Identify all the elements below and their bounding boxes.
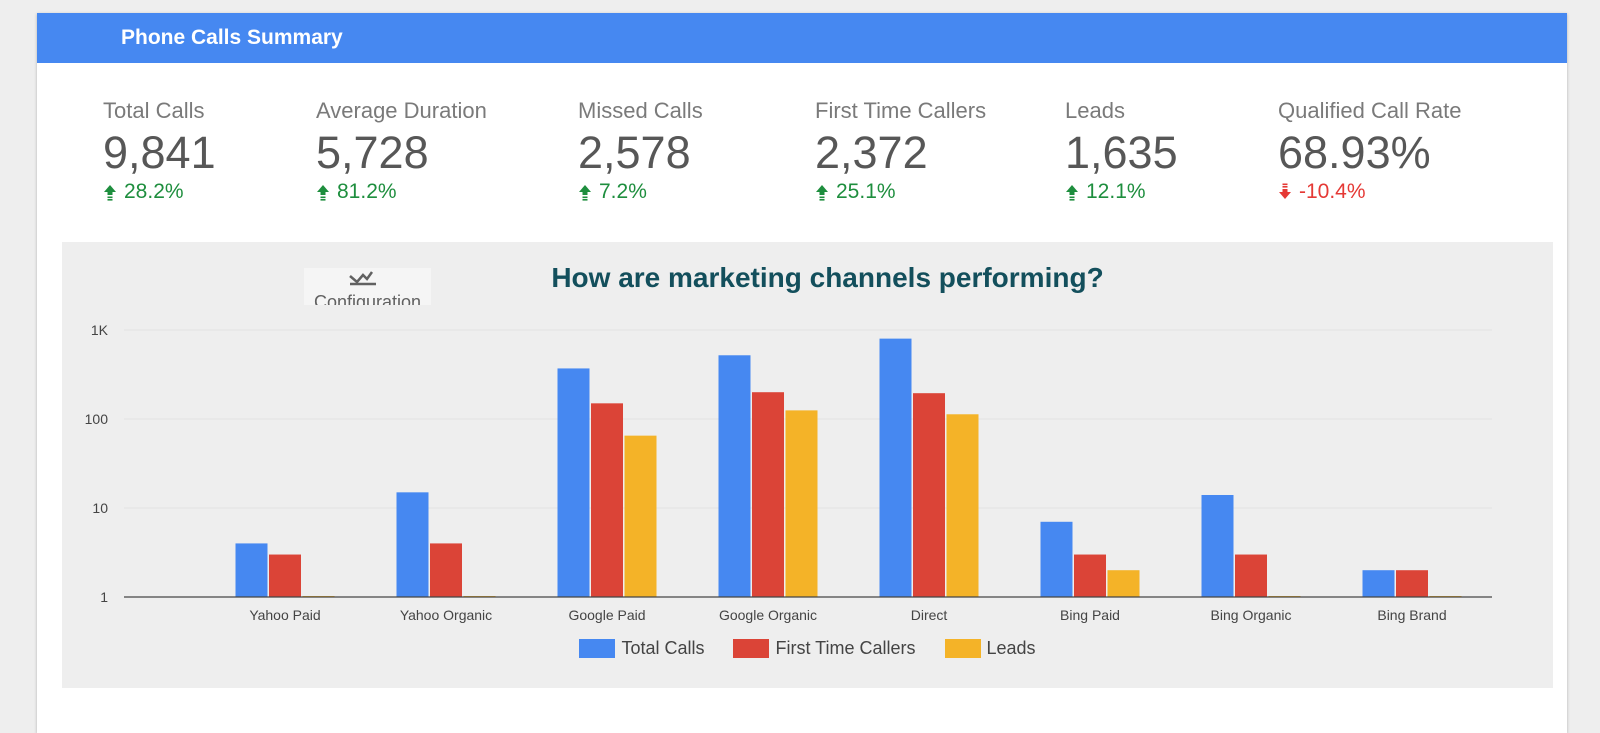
trend-up-icon [104,185,116,201]
legend-item-first-time-callers[interactable]: First Time Callers [733,638,916,659]
x-tick-label: Direct [911,607,948,623]
x-tick-label: Google Organic [719,607,817,623]
legend-item-leads[interactable]: Leads [944,638,1036,659]
x-tick-label: Google Paid [568,607,645,623]
bar-total-calls [235,543,268,597]
kpi-value: 2,578 [578,127,691,178]
kpi-value: 5,728 [316,127,429,178]
bar-first-time-callers [269,554,301,597]
kpi-label: Average Duration [316,98,487,123]
bar-leads [1107,570,1140,597]
bar-total-calls [396,492,429,597]
configuration-button[interactable]: Configuration [304,268,431,305]
bar-first-time-callers [1235,554,1267,597]
bar-leads [946,414,979,597]
legend-label: Total Calls [621,638,705,658]
chart-title: How are marketing channels performing? [551,262,1104,293]
kpi-label: Total Calls [103,98,205,123]
y-tick-label: 10 [92,500,108,516]
kpi-value: 2,372 [815,127,928,178]
bar-total-calls [718,355,751,597]
trend-up-icon [317,185,329,201]
kpi-missed-calls: Missed Calls 2,578 7.2% [578,97,703,205]
bar-total-calls [557,368,590,597]
bar-chart: 1 10 100 1K Yahoo Paid Yahoo Organic Google Pa… [85,322,1492,623]
y-tick-label: 100 [85,411,109,427]
bar-leads [624,435,657,597]
chart-legend: Total Calls First Time Callers Leads [62,638,1553,663]
y-tick-label: 1 [100,589,108,605]
kpi-value: 68.93% [1278,127,1431,178]
bar-first-time-callers [430,543,462,597]
bar-first-time-callers [591,403,623,597]
card-header: Phone Calls Summary [37,13,1567,63]
kpi-delta: -10.4% [1278,179,1461,205]
kpi-delta-value: 7.2% [599,180,647,203]
x-tick-label: Bing Brand [1377,607,1446,623]
legend-label: First Time Callers [775,638,916,658]
bar-first-time-callers [913,393,945,597]
marketing-channels-chart-panel: 1 10 100 1K Yahoo Paid Yahoo Organic Google Pa… [62,242,1553,688]
kpi-value: 9,841 [103,127,216,178]
kpi-delta: 28.2% [103,179,216,205]
kpi-value: 1,635 [1065,127,1178,178]
kpi-delta: 7.2% [578,179,703,205]
kpi-delta: 81.2% [316,179,487,205]
bar-total-calls [1040,521,1073,597]
kpi-delta: 25.1% [815,179,986,205]
trend-up-icon [1066,185,1078,201]
x-tick-label: Yahoo Paid [249,607,320,623]
bar-total-calls [1201,494,1234,597]
bar-first-time-callers [752,392,784,597]
legend-label: Leads [986,638,1036,658]
trend-up-icon [579,185,591,201]
kpi-delta-value: -10.4% [1299,180,1366,203]
x-tick-label: Bing Paid [1060,607,1120,623]
legend-item-total-calls[interactable]: Total Calls [579,638,704,659]
kpi-label: Missed Calls [578,98,703,123]
configuration-label: Configuration [313,292,422,305]
kpi-delta: 12.1% [1065,179,1178,205]
kpi-total-calls: Total Calls 9,841 28.2% [103,97,216,205]
kpi-delta-value: 28.2% [124,180,184,203]
legend-swatch [579,639,616,658]
x-tick-label: Yahoo Organic [400,607,492,623]
bar-total-calls [879,338,912,597]
y-tick-label: 1K [91,322,109,338]
kpi-qualified-call-rate: Qualified Call Rate 68.93% -10.4% [1278,97,1461,205]
card-title: Phone Calls Summary [121,26,343,49]
bar-leads [785,410,818,597]
kpi-delta-value: 12.1% [1086,180,1146,203]
kpi-delta-value: 81.2% [337,180,397,203]
kpi-label: Leads [1065,98,1125,123]
kpi-leads: Leads 1,635 12.1% [1065,97,1178,205]
phone-calls-summary-card: Phone Calls Summary Total Calls 9,841 28… [37,13,1567,733]
kpi-label: Qualified Call Rate [1278,98,1462,123]
trend-down-icon [1279,183,1291,199]
bar-first-time-callers [1074,554,1106,597]
legend-swatch [944,639,981,658]
kpi-delta-value: 25.1% [836,180,896,203]
kpi-label: First Time Callers [815,98,987,123]
x-tick-label: Bing Organic [1211,607,1292,623]
legend-swatch [733,639,770,658]
bar-total-calls [1362,570,1395,597]
chart-edit-icon [349,271,376,286]
bar-first-time-callers [1396,570,1428,597]
trend-up-icon [816,185,828,201]
kpi-average-duration: Average Duration 5,728 81.2% [316,97,487,205]
kpi-first-time-callers: First Time Callers 2,372 25.1% [815,97,986,205]
